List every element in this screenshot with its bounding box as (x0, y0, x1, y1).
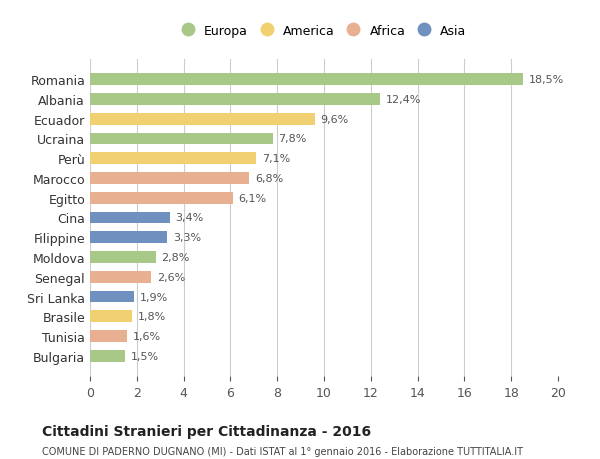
Text: 2,6%: 2,6% (157, 272, 185, 282)
Bar (90, 153, 256, 165)
Text: 2,8%: 2,8% (161, 252, 190, 263)
Text: 1,8%: 1,8% (138, 312, 166, 322)
Text: 1,5%: 1,5% (131, 351, 159, 361)
Bar (90, 311, 132, 323)
Text: 9,6%: 9,6% (320, 114, 349, 124)
Text: 12,4%: 12,4% (386, 95, 421, 105)
Bar (90, 291, 134, 303)
Bar (90, 192, 233, 204)
Text: 3,3%: 3,3% (173, 233, 201, 243)
Text: 6,8%: 6,8% (255, 174, 283, 184)
Bar (90, 94, 380, 106)
Bar (90, 252, 155, 263)
Bar (90, 350, 125, 362)
Bar (90, 133, 272, 145)
Text: 1,6%: 1,6% (133, 331, 161, 341)
Text: Cittadini Stranieri per Cittadinanza - 2016: Cittadini Stranieri per Cittadinanza - 2… (42, 425, 371, 438)
Bar (90, 232, 167, 244)
Bar (90, 113, 314, 125)
Text: 3,4%: 3,4% (175, 213, 203, 223)
Bar (90, 74, 523, 86)
Text: 6,1%: 6,1% (239, 193, 267, 203)
Text: 7,1%: 7,1% (262, 154, 290, 164)
Text: 18,5%: 18,5% (529, 75, 564, 85)
Legend: Europa, America, Africa, Asia: Europa, America, Africa, Asia (181, 25, 467, 38)
Bar (90, 271, 151, 283)
Text: COMUNE DI PADERNO DUGNANO (MI) - Dati ISTAT al 1° gennaio 2016 - Elaborazione TU: COMUNE DI PADERNO DUGNANO (MI) - Dati IS… (42, 446, 523, 456)
Text: 1,9%: 1,9% (140, 292, 169, 302)
Bar (90, 173, 249, 185)
Bar (90, 330, 127, 342)
Text: 7,8%: 7,8% (278, 134, 307, 144)
Bar (90, 212, 170, 224)
